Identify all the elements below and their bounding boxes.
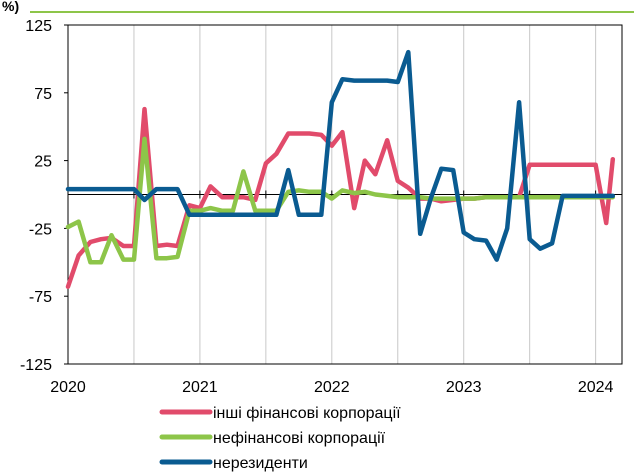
y-tick-label: 25 [34,154,52,171]
x-tick-label: 2020 [50,379,86,396]
y-tick-label: -25 [29,221,52,238]
legend-label: нефінансові корпорації [213,430,386,447]
y-tick-label: -75 [29,289,52,306]
series-line [65,49,616,262]
legend-label: нерезиденти [213,455,308,472]
legend: інші фінансові корпорації нефінансові кор… [159,405,401,472]
y-unit-label: %) [2,0,19,14]
y-tick-label: 125 [25,18,52,35]
x-tick-label: 2021 [182,379,218,396]
y-tick-label: -125 [20,357,52,374]
data-series [65,49,616,289]
x-tick-label: 2022 [314,379,350,396]
x-tick-label: 2024 [578,379,614,396]
y-tick-label: 75 [34,86,52,103]
tick-labels: 125 75 25 -25 -75 -125 2020 2021 2022 2023 2024 [20,18,614,396]
legend-label: інші фінансові корпорації [213,405,401,422]
x-tick-label: 2023 [446,379,482,396]
